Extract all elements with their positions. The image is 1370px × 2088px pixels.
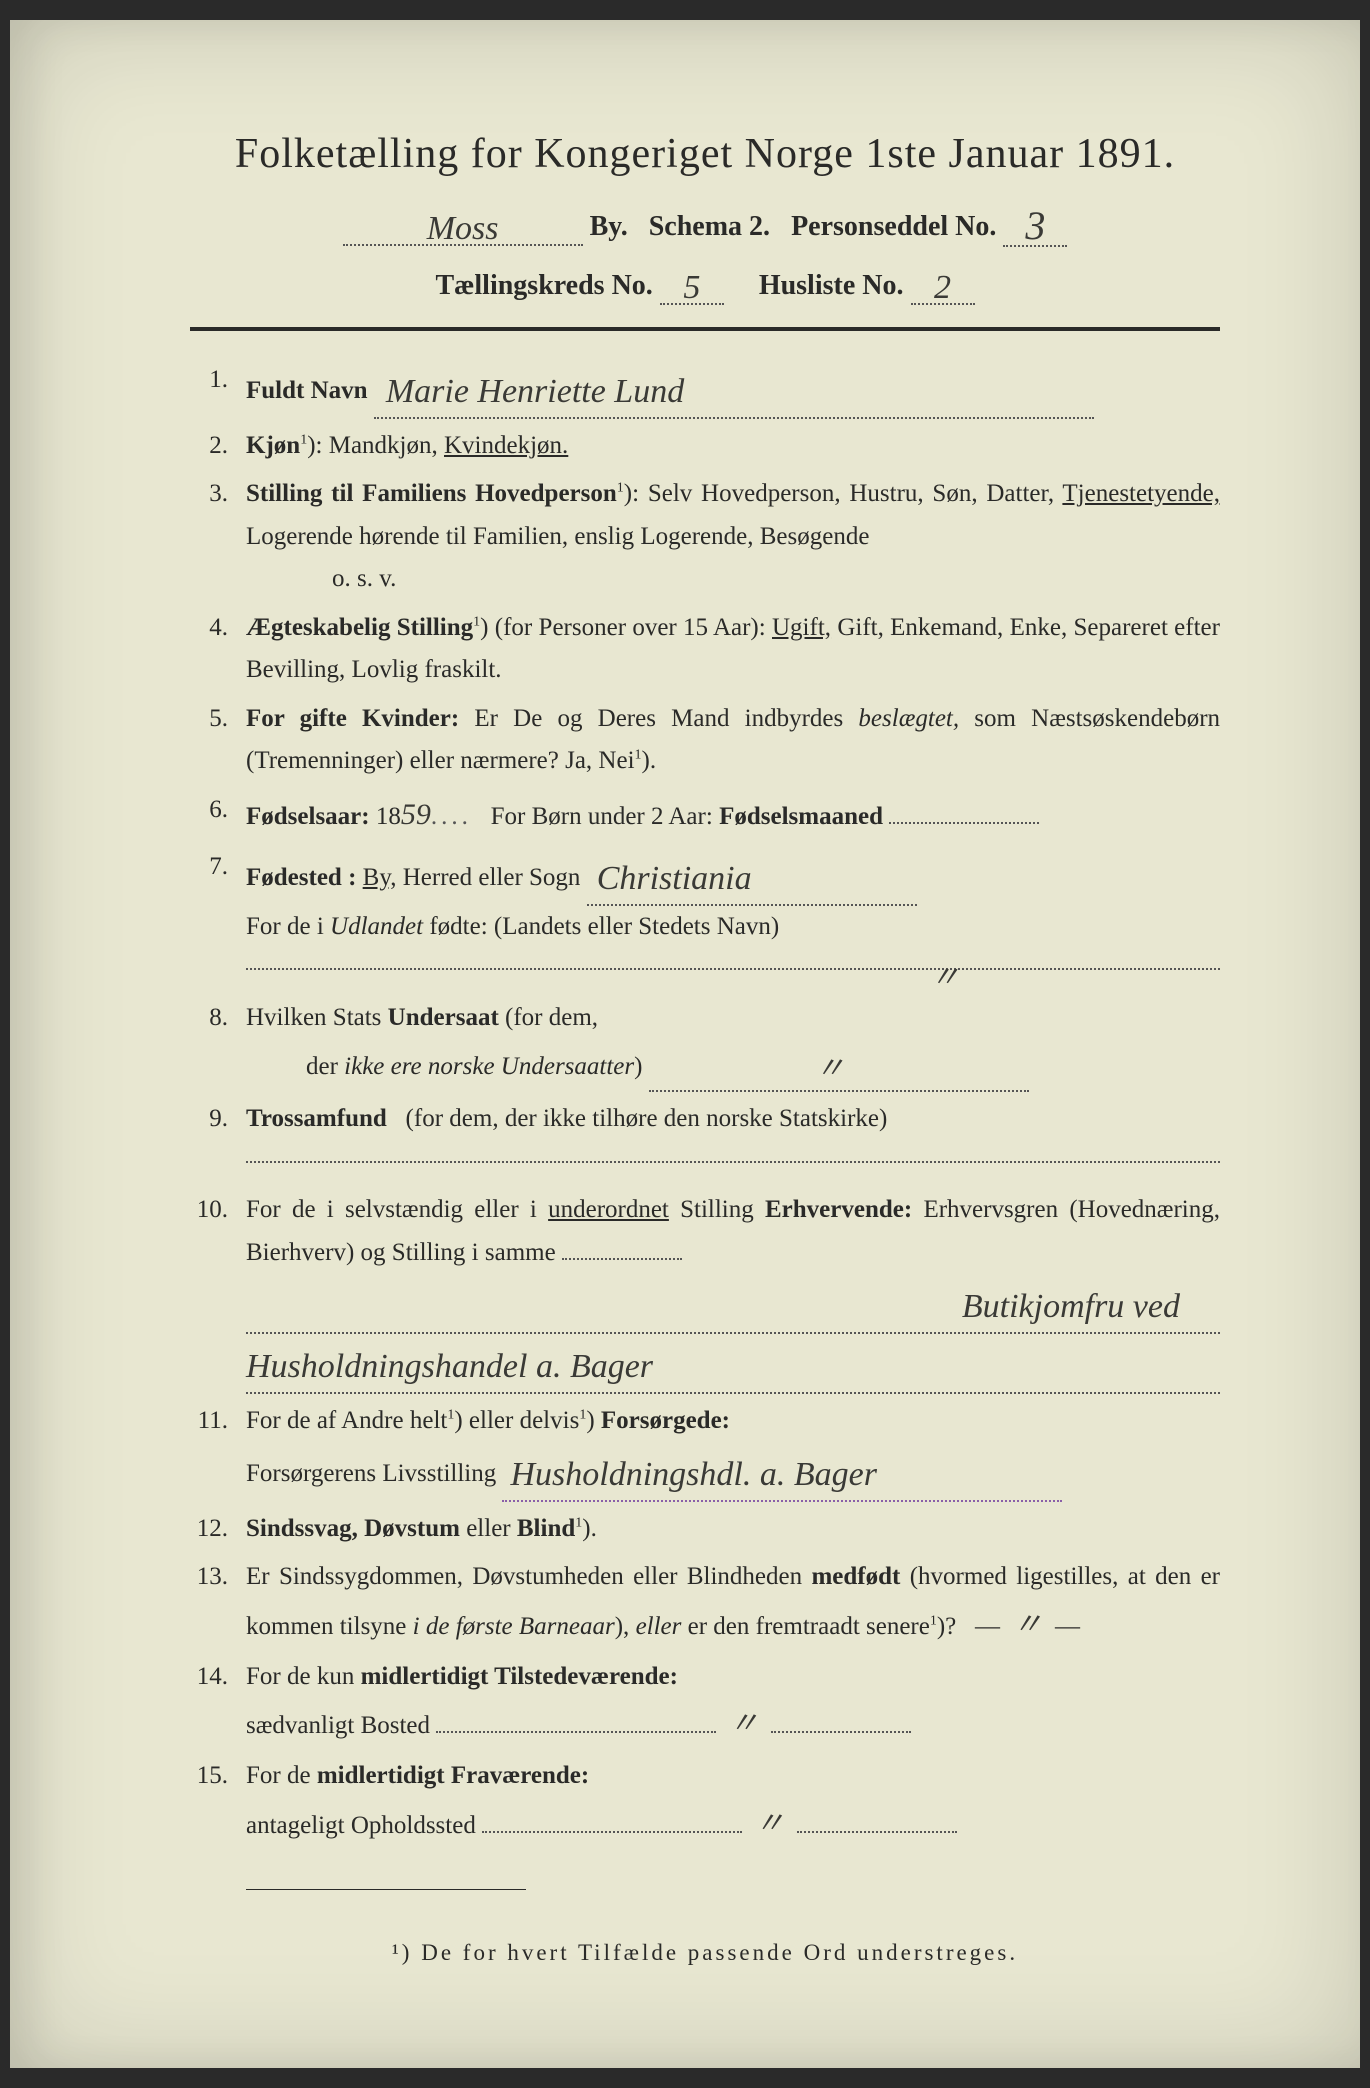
item-8: 8. Hvilken Stats Undersaat (for dem, der… bbox=[190, 997, 1220, 1093]
form-items: 1. Fuldt Navn Marie Henriette Lund 2. Kj… bbox=[190, 359, 1220, 1849]
footnote-rule bbox=[246, 1889, 526, 1890]
item-14: 14. For de kun midlertidigt Tilstedevære… bbox=[190, 1656, 1220, 1750]
item-15: 15. For de midlertidigt Fraværende: anta… bbox=[190, 1755, 1220, 1849]
item-1: 1. Fuldt Navn Marie Henriette Lund bbox=[190, 359, 1220, 419]
birthplace-field: Christiania bbox=[587, 846, 917, 906]
item-11: 11. For de af Andre helt1) eller delvis1… bbox=[190, 1400, 1220, 1502]
item-13: 13. Er Sindssygdommen, Døvstumheden elle… bbox=[190, 1556, 1220, 1650]
item-4: 4. Ægteskabelig Stilling1) (for Personer… bbox=[190, 607, 1220, 692]
divider-thick bbox=[190, 327, 1220, 331]
census-form-page: Folketælling for Kongeriget Norge 1ste J… bbox=[10, 20, 1360, 2068]
provider-field: Husholdningshdl. a. Bager bbox=[502, 1442, 1062, 1502]
person-no-field: 3 bbox=[1003, 198, 1067, 247]
item-2: 2. Kjøn1): Mandkjøn, Kvindekjøn. bbox=[190, 425, 1220, 468]
item-9: 9. Trossamfund (for dem, der ikke tilhør… bbox=[190, 1098, 1220, 1183]
form-title: Folketælling for Kongeriget Norge 1ste J… bbox=[190, 130, 1220, 178]
header-line-2: Moss By. Schema 2. Personseddel No. 3 bbox=[190, 198, 1220, 247]
header-line-3: Tællingskreds No. 5 Husliste No. 2 bbox=[190, 265, 1220, 305]
footnote: ¹) De for hvert Tilfælde passende Ord un… bbox=[190, 1940, 1220, 1966]
item-3: 3. Stilling til Familiens Hovedperson1):… bbox=[190, 473, 1220, 601]
item-5: 5. For gifte Kvinder: Er De og Deres Man… bbox=[190, 698, 1220, 783]
form-header: Folketælling for Kongeriget Norge 1ste J… bbox=[190, 130, 1220, 305]
husliste-no-field: 2 bbox=[911, 265, 975, 305]
item-6: 6. Fødselsaar: 1859.... For Børn under 2… bbox=[190, 789, 1220, 840]
item-7: 7. Fødested : By, Herred eller Sogn Chri… bbox=[190, 846, 1220, 991]
name-field: Marie Henriette Lund bbox=[374, 359, 1094, 419]
kreds-no-field: 5 bbox=[660, 265, 724, 305]
item-12: 12. Sindssvag, Døvstum eller Blind1). bbox=[190, 1508, 1220, 1551]
by-field: Moss bbox=[343, 206, 583, 246]
item-10: 10. For de i selvstændig eller i underor… bbox=[190, 1189, 1220, 1394]
